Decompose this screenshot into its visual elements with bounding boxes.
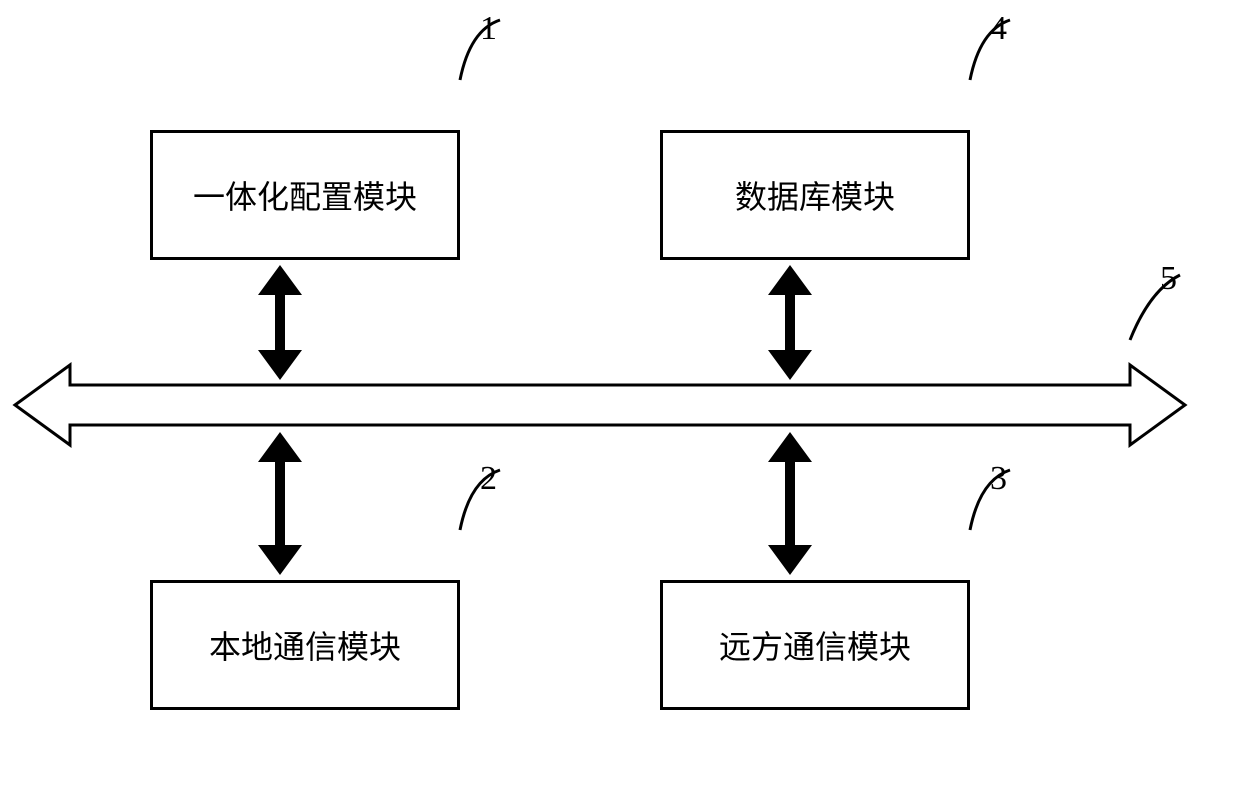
box-label: 本地通信模块 (209, 622, 401, 668)
callout-4: 4 (990, 10, 1007, 48)
box-integrated-config: 一体化配置模块 (150, 130, 460, 260)
box-label: 数据库模块 (735, 172, 895, 218)
bus-arrow (15, 365, 1185, 445)
box-database: 数据库模块 (660, 130, 970, 260)
box-label: 一体化配置模块 (193, 172, 417, 218)
box-remote-comm: 远方通信模块 (660, 580, 970, 710)
callout-1: 1 (480, 10, 497, 48)
box-local-comm: 本地通信模块 (150, 580, 460, 710)
callout-2: 2 (480, 460, 497, 498)
callout-5: 5 (1160, 260, 1177, 298)
box-label: 远方通信模块 (719, 622, 911, 668)
callout-curves (460, 20, 1180, 530)
callout-3: 3 (990, 460, 1007, 498)
